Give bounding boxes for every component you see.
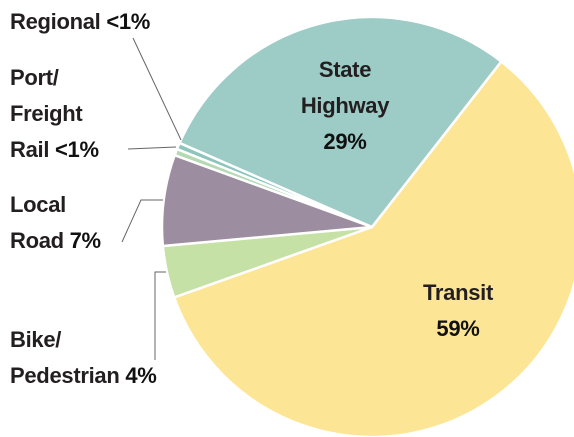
category-name: Local Road	[10, 192, 66, 253]
category-name: Bike/ Pedestrian	[10, 327, 120, 388]
pie-slice	[177, 15, 504, 229]
value-label: 29%	[323, 129, 367, 154]
pie-slice	[172, 59, 574, 437]
slice-label: Transit 59%	[398, 275, 518, 347]
value-label: 7%	[69, 228, 102, 253]
leader-line	[127, 146, 177, 150]
value-label: 4%	[125, 363, 157, 388]
category-name: Transit	[422, 280, 494, 305]
slice-label: Bike/ Pedestrian 4%	[10, 322, 210, 394]
category-name: Port/ Freight Rail	[10, 65, 83, 162]
leader-line	[132, 37, 182, 141]
slice-label: State Highway 29%	[285, 52, 405, 160]
value-label: 59%	[436, 316, 480, 341]
slice-label: Regional <1%	[10, 4, 210, 40]
slice-label: Port/ Freight Rail <1%	[10, 60, 150, 168]
category-name: State Highway	[300, 57, 390, 118]
value-label: <1%	[54, 137, 99, 162]
leader-line	[121, 199, 163, 243]
value-label: <1%	[106, 9, 151, 34]
leader-line	[154, 271, 166, 360]
slice-label: Local Road 7%	[10, 187, 150, 259]
category-name: Regional	[10, 9, 101, 34]
